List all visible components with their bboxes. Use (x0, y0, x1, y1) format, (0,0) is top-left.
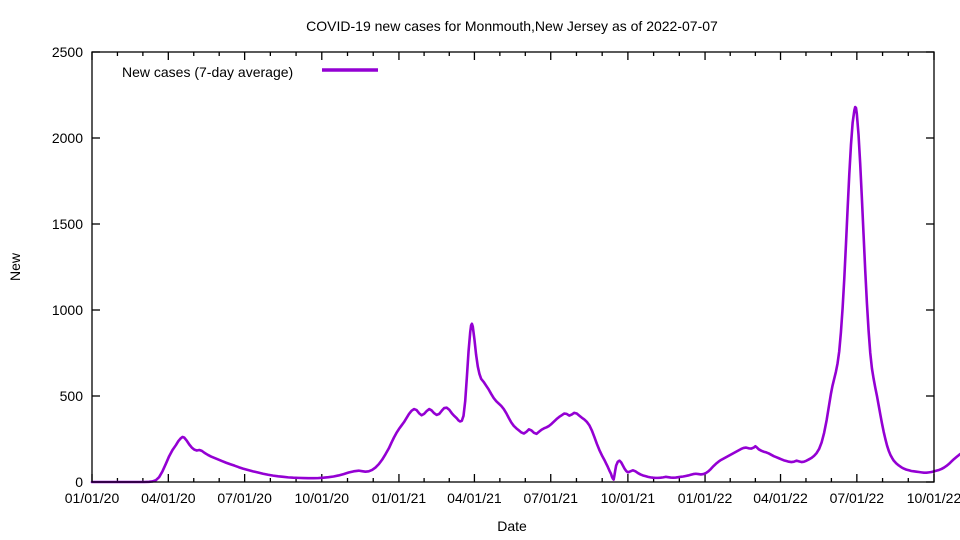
x-tick-label: 01/01/22 (678, 490, 733, 506)
x-tick-label: 04/01/20 (141, 490, 196, 506)
y-tick-label: 2500 (52, 44, 83, 60)
y-axis-ticks: 0 500 1000 1500 2000 2500 (52, 44, 934, 490)
x-tick-label: 04/01/22 (753, 490, 808, 506)
x-axis-title: Date (497, 518, 527, 534)
x-tick-label: 10/01/22 (907, 490, 960, 506)
y-tick-label: 0 (75, 474, 83, 490)
chart-title: COVID-19 new cases for Monmouth,New Jers… (306, 18, 718, 34)
x-axis-ticks: 01/01/20 04/01/20 07/01/20 10/01/20 01/01/21… (65, 52, 960, 506)
x-tick-label: 10/01/21 (601, 490, 656, 506)
x-tick-label: 04/01/21 (447, 490, 502, 506)
x-tick-label: 10/01/20 (295, 490, 350, 506)
plot-frame (91, 51, 935, 483)
x-tick-label: 01/01/21 (372, 490, 427, 506)
series-group (90, 105, 960, 484)
y-tick-label: 1500 (52, 216, 83, 232)
legend-label-new-cases: New cases (7-day average) (122, 64, 293, 80)
x-tick-label: 07/01/21 (523, 490, 578, 506)
legend: New cases (7-day average) (122, 64, 378, 80)
x-tick-label: 01/01/20 (65, 490, 120, 506)
y-tick-label: 500 (60, 388, 84, 404)
x-tick-label: 07/01/22 (830, 490, 885, 506)
x-tick-label: 07/01/20 (217, 490, 272, 506)
y-tick-label: 2000 (52, 130, 83, 146)
series-line-new-cases (90, 105, 960, 484)
y-axis-title: New (7, 252, 23, 281)
y-tick-label: 1000 (52, 302, 83, 318)
